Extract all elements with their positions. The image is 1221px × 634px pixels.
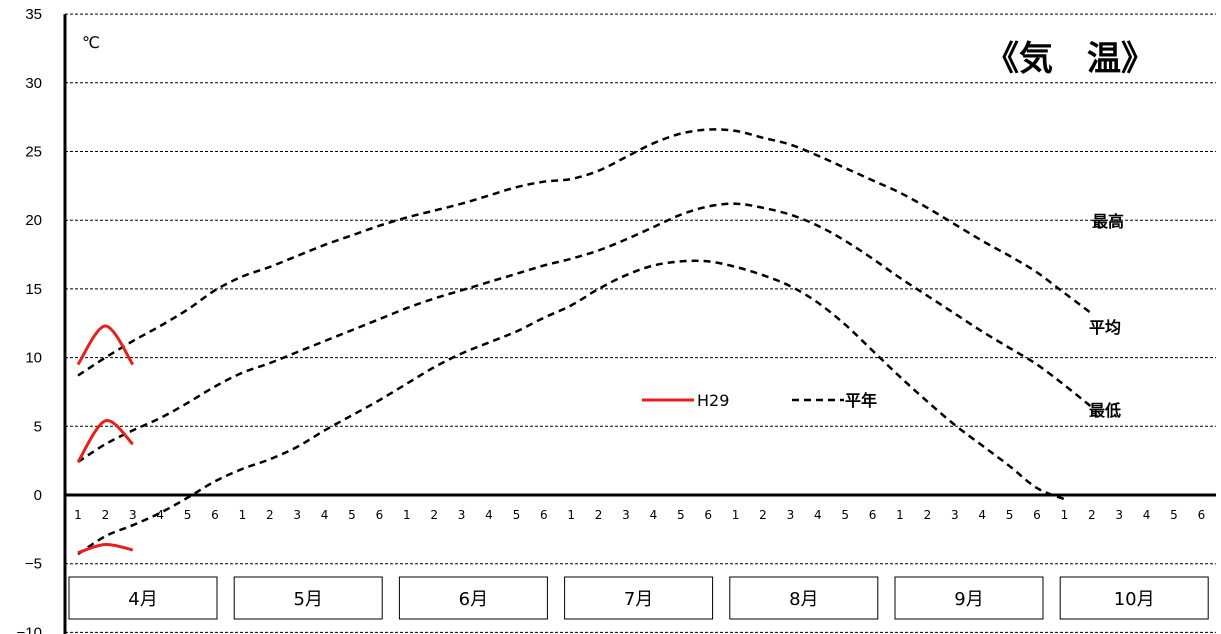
month-label: 10月 — [1114, 589, 1155, 610]
pentad-tick-label: 4 — [156, 508, 164, 522]
pentad-tick-label: 5 — [348, 508, 356, 522]
y-tick-label: 10 — [25, 350, 42, 367]
pentad-tick-label: 1 — [74, 508, 82, 522]
y-tick-label: −5 — [25, 556, 42, 573]
pentad-tick-label: 6 — [211, 508, 219, 522]
pentad-tick-label: 6 — [376, 508, 384, 522]
pentad-tick-label: 3 — [951, 508, 959, 522]
pentad-tick-label: 1 — [567, 508, 575, 522]
pentad-tick-label: 2 — [595, 508, 603, 522]
y-tick-label: 5 — [34, 418, 42, 435]
pentad-tick-label: 3 — [622, 508, 630, 522]
pentad-tick-label: 3 — [1115, 508, 1123, 522]
month-box — [68, 576, 218, 620]
month-label: 8月 — [789, 589, 818, 610]
pentad-tick-labels: 1 2 3 4 5 6 1 2 3 4 5 6 1 2 3 4 5 6 1 2 3 4 5 6 1 2 3 4 5 6 1 2 3 4 5 6 1 2 3 4… — [74, 508, 1205, 522]
pentad-tick-label: 2 — [102, 508, 110, 522]
series-line-5 — [77, 542, 134, 555]
pentad-tick-label: 2 — [430, 508, 438, 522]
y-tick-label: 35 — [25, 6, 42, 23]
pentad-tick-label: 4 — [485, 508, 493, 522]
chart-title: 《気 温》 — [985, 39, 1155, 79]
pentad-tick-label: 2 — [266, 508, 274, 522]
month-label: 4月 — [128, 589, 157, 610]
y-tick-label: 25 — [25, 144, 42, 161]
y-tick-label: 15 — [25, 281, 42, 298]
month-box — [233, 576, 383, 620]
pentad-tick-label: 4 — [1143, 508, 1151, 522]
series-lines — [76, 128, 1093, 556]
pentad-tick-label: 1 — [896, 508, 904, 522]
gridlines — [65, 13, 1216, 633]
pentad-tick-label: 5 — [513, 508, 521, 522]
series-line-1 — [77, 202, 1093, 464]
pentad-tick-label: 5 — [677, 508, 685, 522]
legend: H29 平年 — [642, 391, 877, 410]
month-label: 7月 — [624, 589, 653, 610]
month-label: 6月 — [459, 589, 488, 610]
pentad-tick-label: 6 — [540, 508, 548, 522]
series-line-2 — [77, 259, 1065, 556]
legend-label-normal: 平年 — [845, 391, 877, 410]
pentad-tick-label: 5 — [1170, 508, 1178, 522]
pentad-tick-label: 1 — [239, 508, 247, 522]
pentad-tick-label: 5 — [841, 508, 849, 522]
legend-label-h29: H29 — [697, 391, 729, 410]
month-box — [1059, 576, 1209, 620]
pentad-tick-label: 1 — [403, 508, 411, 522]
pentad-tick-label: 3 — [129, 508, 137, 522]
pentad-tick-label: 6 — [1033, 508, 1041, 522]
pentad-tick-label: 2 — [759, 508, 767, 522]
pentad-tick-label: 2 — [924, 508, 932, 522]
pentad-tick-label: 5 — [184, 508, 192, 522]
pentad-tick-label: 1 — [732, 508, 740, 522]
series-label-mean: 平均 — [1089, 318, 1121, 337]
month-label: 9月 — [954, 589, 983, 610]
axes — [63, 14, 1216, 634]
pentad-tick-label: 3 — [293, 508, 301, 522]
y-tick-label: 20 — [25, 212, 42, 229]
month-label: 5月 — [293, 589, 322, 610]
series-label-min: 最低 — [1089, 401, 1121, 420]
y-tick-label: −10 — [17, 624, 42, 634]
pentad-tick-label: 6 — [704, 508, 712, 522]
pentad-tick-label: 4 — [814, 508, 822, 522]
pentad-tick-label: 6 — [869, 508, 877, 522]
month-boxes: 4月 5月 6月 7月 8月 9月 10月 — [68, 576, 1209, 620]
pentad-tick-label: 4 — [650, 508, 658, 522]
unit-label: ℃ — [82, 33, 100, 52]
month-box — [729, 576, 879, 620]
pentad-tick-label: 3 — [787, 508, 795, 522]
y-axis-ticks: −10 −5 0 5 10 15 20 25 30 35 — [17, 6, 42, 634]
month-box — [564, 576, 714, 620]
pentad-tick-label: 4 — [321, 508, 329, 522]
series-line-0 — [77, 128, 1093, 377]
month-box — [894, 576, 1044, 620]
y-tick-label: 30 — [25, 75, 42, 92]
series-label-max: 最高 — [1092, 212, 1124, 231]
pentad-tick-label: 2 — [1088, 508, 1096, 522]
pentad-tick-label: 1 — [1061, 508, 1069, 522]
series-line-3 — [76, 324, 135, 366]
y-tick-label: 0 — [34, 487, 42, 504]
pentad-tick-label: 6 — [1198, 508, 1206, 522]
series-line-4 — [76, 419, 134, 463]
month-box — [398, 576, 548, 620]
pentad-tick-label: 5 — [1006, 508, 1014, 522]
pentad-tick-label: 4 — [978, 508, 986, 522]
pentad-tick-label: 3 — [458, 508, 466, 522]
